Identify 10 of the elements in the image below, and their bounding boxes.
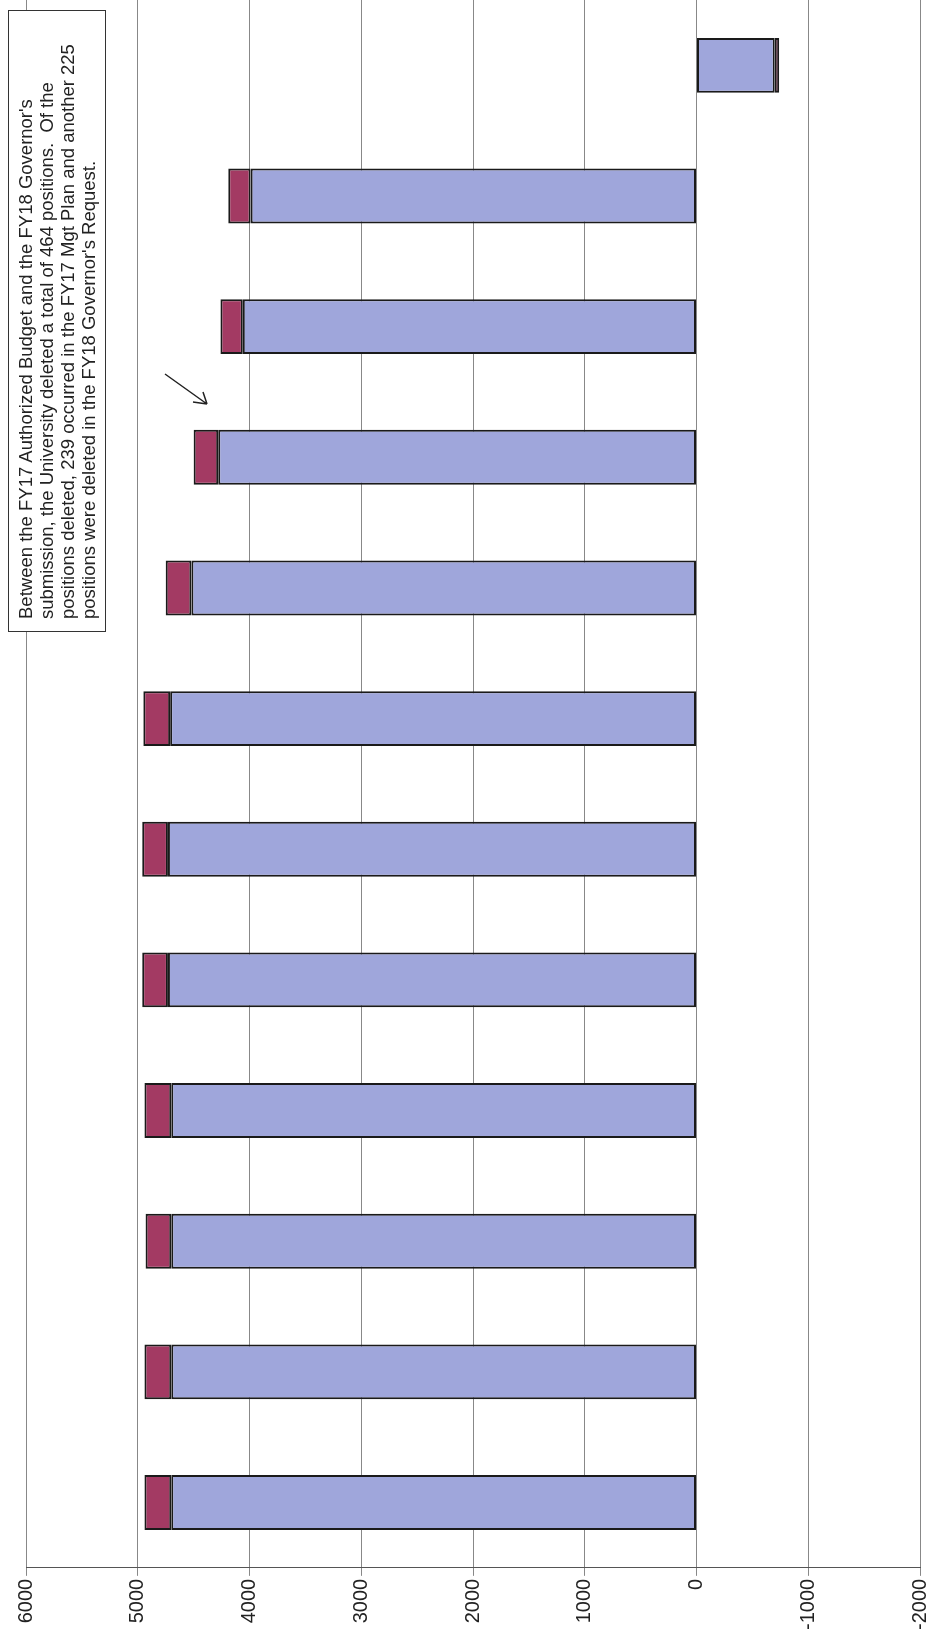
x-tick-label: 5000 [125, 1578, 148, 1624]
x-tick-label: -2000 [907, 1578, 930, 1630]
x-tick-label: 3000 [348, 1578, 371, 1624]
x-tick-label: 4000 [237, 1578, 260, 1624]
x-tick-label: 1000 [572, 1578, 595, 1624]
x-tick-label: 2000 [460, 1578, 483, 1624]
x-tick-label: 0 [684, 1578, 707, 1590]
x-tick-label: 6000 [13, 1578, 36, 1624]
note-box: Between the FY17 Authorized Budget and the FY18 Governor's submission, the University deleted a total of 464 positions. Of the positions deleted, 239 occurred in the FY17 Mgt Plan and another 225 positions were deleted in the FY18 Governor's Request. [8, 10, 106, 632]
x-tick-label: -1000 [795, 1578, 818, 1630]
